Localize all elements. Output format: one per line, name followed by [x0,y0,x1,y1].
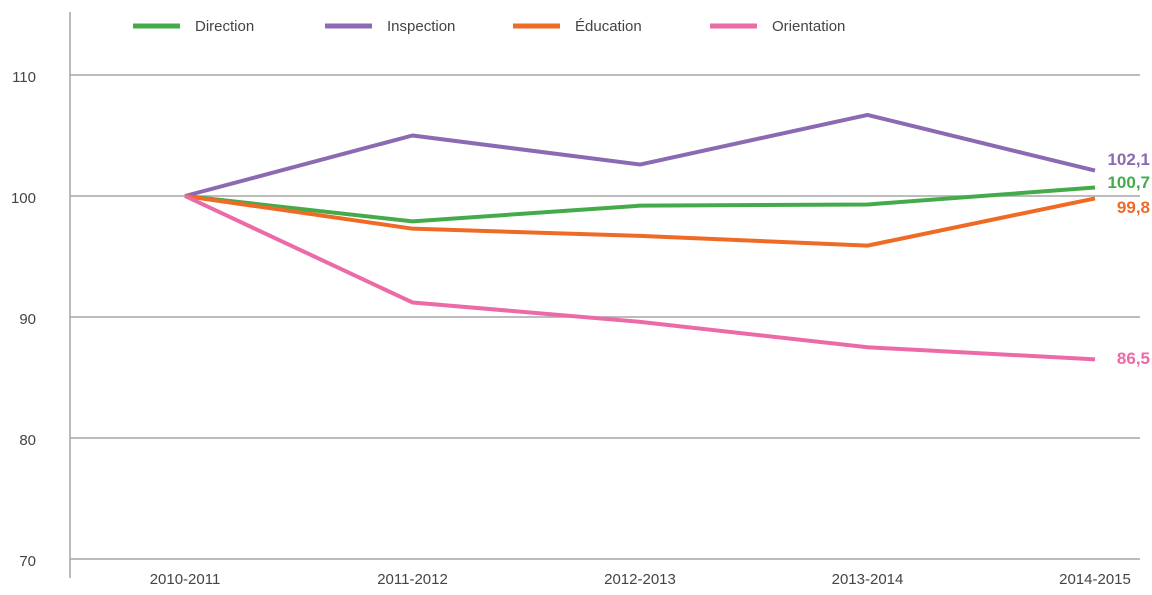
series-line [184,194,1096,248]
value-label: 100,7 [1107,173,1150,192]
y-tick-label: 90 [19,311,36,328]
series-line [184,194,1096,362]
x-tick-label: 2010-2011 [150,571,221,588]
value-label: 99,8 [1117,198,1150,217]
y-tick-label: 100 [11,190,36,207]
series-line [184,112,1096,198]
value-label: 86,5 [1117,349,1150,368]
x-tick-label: 2013-2014 [832,571,904,588]
x-tick-label: 2011-2012 [377,571,448,588]
x-tick-label: 2012-2013 [604,571,676,588]
x-tick-label: 2014-2015 [1059,571,1131,588]
y-tick-label: 110 [12,69,36,86]
legend-label: Inspection [387,18,455,35]
value-label: 102,1 [1107,150,1150,169]
legend-label: Orientation [772,18,845,35]
y-tick-label: 70 [19,553,36,570]
series-line [184,185,1096,224]
legend-label: Éducation [575,18,642,35]
legend-label: Direction [195,18,254,35]
y-tick-label: 80 [19,432,36,449]
